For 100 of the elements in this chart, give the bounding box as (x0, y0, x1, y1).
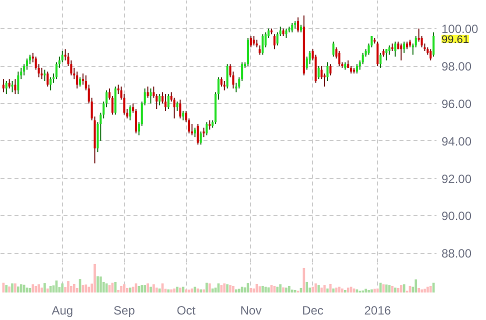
bar (317, 285, 320, 292)
bar (76, 288, 78, 292)
candlestick (11, 80, 14, 93)
bar (368, 290, 370, 292)
bar (170, 289, 173, 292)
bar (385, 284, 388, 292)
candlestick (403, 41, 406, 54)
bar (99, 276, 102, 292)
candlestick (167, 94, 170, 110)
bar (8, 286, 11, 292)
bar (223, 283, 226, 292)
bar (279, 284, 282, 292)
bar (264, 286, 267, 292)
bar (40, 288, 43, 292)
candlestick (400, 43, 402, 61)
bar (11, 283, 14, 292)
bar (426, 286, 429, 292)
x-tick-label: Dec (302, 304, 324, 318)
bar (211, 288, 214, 292)
y-tick-label: 94.00 (442, 134, 472, 148)
x-tick-label: 2016 (364, 304, 392, 318)
bar (20, 284, 22, 292)
candlestick (262, 34, 264, 56)
x-tick-label: Aug (52, 304, 74, 318)
candlestick (430, 48, 432, 61)
bar (234, 289, 238, 292)
bar (338, 286, 340, 292)
bar (49, 286, 52, 292)
bar (96, 276, 99, 292)
bar (341, 288, 344, 292)
candlestick (326, 62, 329, 82)
candlestick (297, 16, 300, 33)
bar (320, 288, 323, 292)
candlestick (146, 86, 149, 98)
candlestick (208, 120, 211, 130)
candlestick (332, 41, 334, 58)
candlestick (226, 64, 228, 89)
bar (88, 286, 90, 292)
candlestick (273, 34, 276, 50)
candlestick (220, 76, 222, 88)
candlestick (379, 52, 382, 68)
bar (200, 289, 202, 292)
bar (250, 288, 252, 292)
y-tick-label: 90.00 (442, 209, 472, 224)
bar (346, 288, 350, 292)
candlestick (129, 104, 132, 121)
candlestick (196, 124, 199, 146)
bar (429, 286, 432, 292)
bar (202, 289, 205, 292)
candlestick (50, 76, 52, 91)
bar (173, 288, 176, 292)
bar (16, 286, 20, 292)
bar (394, 288, 396, 292)
candlestick (194, 127, 196, 138)
candlestick (376, 41, 379, 66)
y-tick-label: 96.00 (442, 96, 472, 111)
candlestick (76, 71, 78, 89)
bar (226, 284, 229, 292)
bar (238, 288, 240, 292)
bar (373, 288, 376, 292)
bar (128, 288, 132, 292)
bar (229, 285, 232, 292)
bar (294, 290, 296, 292)
bar (424, 288, 426, 292)
bar (44, 283, 46, 292)
bar (167, 289, 170, 292)
candlestick (44, 69, 46, 82)
bar (123, 284, 126, 292)
candlestick (40, 67, 43, 80)
bar (282, 287, 284, 292)
bar (402, 284, 406, 292)
candlestick (46, 71, 49, 88)
bar (376, 288, 379, 292)
candlestick (8, 78, 10, 89)
bar (5, 285, 8, 292)
bar (94, 264, 96, 292)
candlestick (2, 78, 4, 93)
bar (184, 289, 188, 292)
bar (276, 286, 279, 292)
bar (420, 289, 423, 292)
candlestick (200, 131, 202, 146)
candlestick (394, 41, 396, 58)
bar (414, 279, 418, 292)
bar (397, 288, 400, 292)
candlestick (223, 80, 226, 91)
candlestick (182, 110, 184, 121)
candlestick (385, 48, 388, 61)
candlestick (79, 76, 82, 88)
bar (335, 288, 338, 292)
bar (332, 288, 335, 292)
bar (61, 283, 64, 292)
candlestick (356, 64, 358, 74)
bar (285, 288, 288, 292)
candlestick (318, 66, 320, 80)
bar (388, 285, 391, 292)
candlestick (418, 28, 420, 42)
candlestick (388, 44, 390, 56)
bar (206, 282, 208, 292)
bar (32, 284, 34, 292)
bar (144, 285, 146, 292)
